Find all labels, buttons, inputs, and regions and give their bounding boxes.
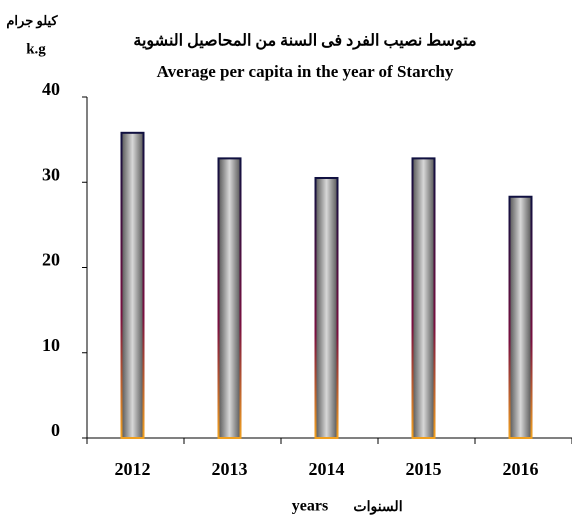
bar (411, 157, 436, 439)
x-axis-label: years (292, 498, 328, 515)
x-tick-label: 2014 (309, 459, 345, 479)
y-unit: k.g (26, 41, 46, 57)
bar (217, 157, 242, 439)
x-tick-label: 2016 (503, 459, 539, 479)
chart-title-ar: متوسط نصيب الفرد فى السنة من المحاصيل ال… (133, 33, 476, 51)
y-unit-ar: كيلو جرام (6, 13, 58, 29)
bar (120, 131, 145, 439)
x-tick-label: 2012 (115, 459, 151, 479)
x-tick-label: 2015 (406, 459, 442, 479)
x-tick-label: 2013 (212, 459, 248, 479)
x-axis-label-ar: السنوات (353, 500, 402, 515)
bar (508, 195, 533, 439)
y-tick-label: 10 (42, 335, 60, 355)
y-tick-label: 40 (42, 79, 60, 99)
y-tick-label: 20 (42, 250, 60, 270)
chart-title: Average per capita in the year of Starch… (157, 62, 454, 81)
bar (314, 176, 339, 440)
y-tick-label: 0 (51, 420, 60, 440)
y-tick-label: 30 (42, 164, 60, 184)
